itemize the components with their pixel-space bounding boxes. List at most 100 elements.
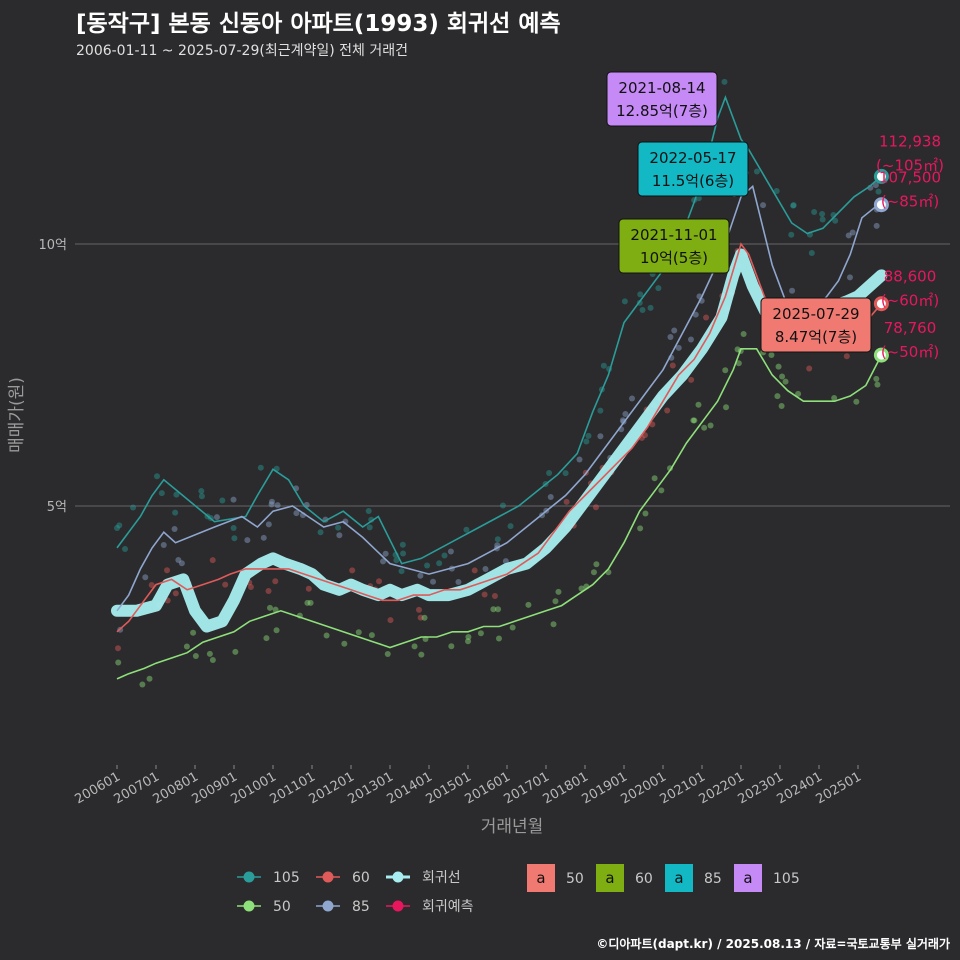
scatter-point-50 <box>722 367 729 374</box>
scatter-point-60 <box>481 591 488 598</box>
scatter-point-50 <box>448 643 455 650</box>
scatter-point-50 <box>273 627 280 634</box>
legend-dot-회귀선 <box>392 871 404 883</box>
scatter-point-50 <box>384 651 391 658</box>
legend-box-105 <box>734 864 762 892</box>
scatter-point-105 <box>400 550 407 557</box>
scatter-point-60 <box>265 588 272 595</box>
scatter-point-50 <box>209 656 216 663</box>
scatter-point-85 <box>872 182 879 189</box>
scatter-point-60 <box>669 362 676 369</box>
end-label-value-1: 107,500 <box>879 169 941 187</box>
end-label-area-2: (~60㎡) <box>881 292 939 310</box>
scatter-point-105 <box>499 502 506 509</box>
scatter-point-50 <box>477 630 484 637</box>
annotation-price-2: 10억(5층) <box>640 249 708 267</box>
scatter-point-85 <box>846 274 853 281</box>
scatter-point-85 <box>576 456 583 463</box>
scatter-point-50 <box>695 401 702 408</box>
scatter-point-105 <box>116 522 123 529</box>
scatter-point-50 <box>590 569 597 576</box>
scatter-point-50 <box>642 510 649 517</box>
scatter-point-105 <box>317 529 324 536</box>
scatter-point-85 <box>171 525 178 532</box>
scatter-point-105 <box>173 491 180 498</box>
scatter-point-60 <box>209 557 216 564</box>
scatter-point-85 <box>675 344 682 351</box>
scatter-point-105 <box>875 188 882 195</box>
annotation-box-3 <box>760 297 872 353</box>
scatter-point-105 <box>562 470 569 477</box>
scatter-point-85 <box>160 541 167 548</box>
annotation-box-1 <box>637 141 749 197</box>
legend-box-85 <box>665 864 693 892</box>
scatter-point-105 <box>811 208 818 215</box>
end-label-area-1: (~85㎡) <box>881 193 939 211</box>
scatter-point-50 <box>115 659 122 666</box>
scatter-point-50 <box>525 601 532 608</box>
scatter-point-85 <box>873 222 880 229</box>
scatter-point-105 <box>441 552 448 559</box>
scatter-point-105 <box>832 217 839 224</box>
scatter-point-85 <box>667 333 674 340</box>
scatter-group-50 <box>115 331 881 688</box>
scatter-point-50 <box>272 606 279 613</box>
scatter-point-85 <box>622 410 629 417</box>
scatter-point-60 <box>563 498 570 505</box>
scatter-point-60 <box>843 353 850 360</box>
scatter-point-60 <box>148 582 155 589</box>
end-point-2 <box>873 296 889 312</box>
scatter-point-50 <box>701 424 708 431</box>
scatter-point-85 <box>845 232 852 239</box>
scatter-point-50 <box>691 417 698 424</box>
annotation-box-0 <box>606 71 718 127</box>
end-label-area-3: (~50㎡) <box>881 343 939 361</box>
scatter-point-105 <box>819 216 826 223</box>
scatter-point-60 <box>688 376 695 383</box>
scatter-point-50 <box>418 651 425 658</box>
scatter-point-50 <box>490 606 497 613</box>
scatter-point-50 <box>690 417 697 424</box>
series-line-60 <box>116 242 883 633</box>
annotation-date-2: 2021-11-01 <box>630 226 717 244</box>
scatter-point-60 <box>164 567 171 574</box>
annotation-date-3: 2025-07-29 <box>772 305 859 323</box>
scatter-point-85 <box>244 537 251 544</box>
legend-box-glyph-85: a <box>674 869 683 887</box>
scatter-point-60 <box>222 581 229 588</box>
scatter-point-50 <box>183 643 190 650</box>
x-tick-label-19: 202501 <box>814 769 864 807</box>
scatter-point-60 <box>703 314 710 321</box>
annotation-price-0: 12.85억(7층) <box>616 102 708 120</box>
scatter-point-85 <box>268 498 275 505</box>
scatter-point-105 <box>399 541 406 548</box>
legend-label-60: 60 <box>352 870 370 886</box>
scatter-point-50 <box>831 394 838 401</box>
scatter-point-85 <box>629 395 636 402</box>
end-label-value-0: 112,938 <box>879 132 941 150</box>
legend-dot-50 <box>243 900 255 912</box>
annotation-price-3: 8.47억(7층) <box>775 328 857 346</box>
annotation-box-2 <box>618 218 730 274</box>
scatter-point-105 <box>393 557 400 564</box>
scatter-point-105 <box>507 523 514 530</box>
annotation-date-1: 2022-05-17 <box>649 149 736 167</box>
scatter-point-50 <box>304 599 311 606</box>
scatter-group-105 <box>114 78 882 575</box>
scatter-point-60 <box>417 614 424 621</box>
legend-box-50 <box>527 864 555 892</box>
scatter-point-105 <box>790 202 797 209</box>
scatter-point-105 <box>597 407 604 414</box>
scatter-point-85 <box>380 558 387 565</box>
scatter-point-50 <box>874 381 881 388</box>
legend-dot-105 <box>243 871 255 883</box>
scatter-point-85 <box>547 493 554 500</box>
end-label-value-2: 88,600 <box>884 268 937 286</box>
chart-title: [동작구] 본동 신동아 아파트(1993) 회귀선 예측 <box>76 11 561 37</box>
scatter-point-50 <box>555 588 562 595</box>
scatter-point-50 <box>368 632 375 639</box>
credit-text: ©디아파트(dapt.kr) / 2025.08.13 / 자료=국토교통부 실… <box>596 937 950 951</box>
scatter-point-85 <box>230 496 237 503</box>
scatter-point-85 <box>142 574 149 581</box>
scatter-point-85 <box>789 287 796 294</box>
